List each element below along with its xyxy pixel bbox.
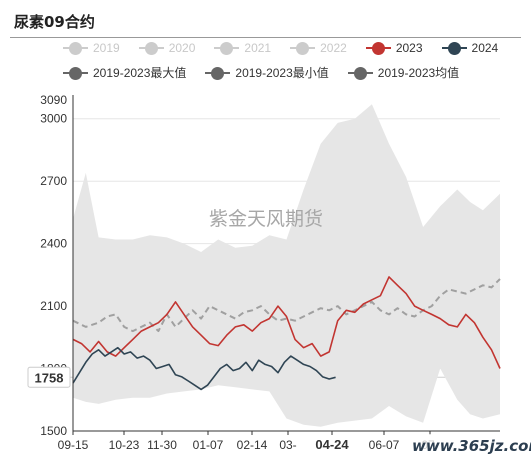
y-tick-label: 1500 (40, 424, 67, 438)
legend-item-2019-2023-8[interactable]: 2019-2023均值 (347, 64, 460, 81)
x-tick-label: 06-07 (369, 438, 400, 452)
legend-row-stats: 2019-2023最大值 2019-2023最小值 2019-2023均值 (63, 64, 478, 81)
x-tick-label: 03- (279, 438, 296, 452)
legend-marker-icon (138, 41, 164, 55)
legend-label: 2023 (395, 41, 423, 55)
current-value-label: 1758 (35, 370, 64, 385)
x-tick-label: 01-07 (193, 438, 224, 452)
legend-item-2022[interactable]: 2022 (290, 41, 347, 55)
legend-label: 2019 (93, 41, 120, 55)
legend-marker-icon (214, 41, 240, 55)
legend-item-2019[interactable]: 2019 (63, 41, 120, 55)
axes: 150018002100240027003000309009-1510-2311… (27, 93, 500, 452)
legend-row-years: 2019 2020 2021 2022 2023 2024 (63, 41, 517, 55)
legend-marker-icon (63, 66, 88, 80)
legend-label: 2019-2023最小值 (235, 66, 329, 80)
y-tick-label: 2700 (40, 174, 67, 188)
legend-item-2024[interactable]: 2024 (441, 41, 499, 55)
series-line-average (72, 278, 501, 333)
legend-item-2023[interactable]: 2023 (365, 41, 423, 55)
x-tick-label: 04-24 (315, 437, 349, 452)
legend-item-2019-2023-6[interactable]: 2019-2023最大值 (63, 64, 186, 81)
x-tick-label: 09-15 (58, 438, 89, 452)
legend-item-2021[interactable]: 2021 (214, 41, 271, 55)
legend-label: 2022 (320, 41, 347, 55)
series-lines (72, 276, 501, 391)
y-axis-max-label: 3090 (40, 93, 67, 107)
legend-item-2019-2023-7[interactable]: 2019-2023最小值 (205, 64, 329, 81)
legend-marker-icon (63, 41, 88, 55)
x-tick-label: 10-23 (109, 438, 140, 452)
x-tick-label: 02-14 (237, 438, 268, 452)
legend-label: 2019-2023均值 (377, 66, 460, 80)
current-value-box (27, 366, 71, 388)
chart-title: 尿素09合约 (14, 13, 95, 31)
legend-label: 2019-2023最大值 (93, 66, 187, 80)
legend-label: 2024 (471, 41, 499, 55)
y-tick-label: 2100 (40, 299, 67, 313)
legend-marker-icon (290, 41, 316, 55)
current-value-badge: 1758 (27, 366, 71, 388)
y-tick-label: 2400 (40, 237, 67, 251)
y-tick-label: 3000 (40, 112, 67, 126)
legend-marker-icon (205, 66, 231, 80)
legend-label: 2021 (244, 41, 272, 55)
legend-marker-icon (365, 41, 391, 55)
site-url-overlay: www.365jz.com (408, 434, 531, 460)
x-tick-label: 11-30 (147, 438, 177, 452)
series-line-2023 (72, 276, 501, 369)
legend-item-2020[interactable]: 2020 (138, 41, 196, 55)
max-min-band (73, 104, 500, 427)
range-band (73, 104, 500, 427)
title-divider (10, 37, 521, 38)
legend-label: 2020 (168, 41, 196, 55)
series-line-2024 (72, 346, 336, 391)
legend-marker-icon (347, 66, 373, 80)
watermark: 紫金天风期货 (209, 208, 323, 230)
legend-marker-icon (441, 41, 467, 55)
site-url: www.365jz.com (412, 437, 531, 455)
